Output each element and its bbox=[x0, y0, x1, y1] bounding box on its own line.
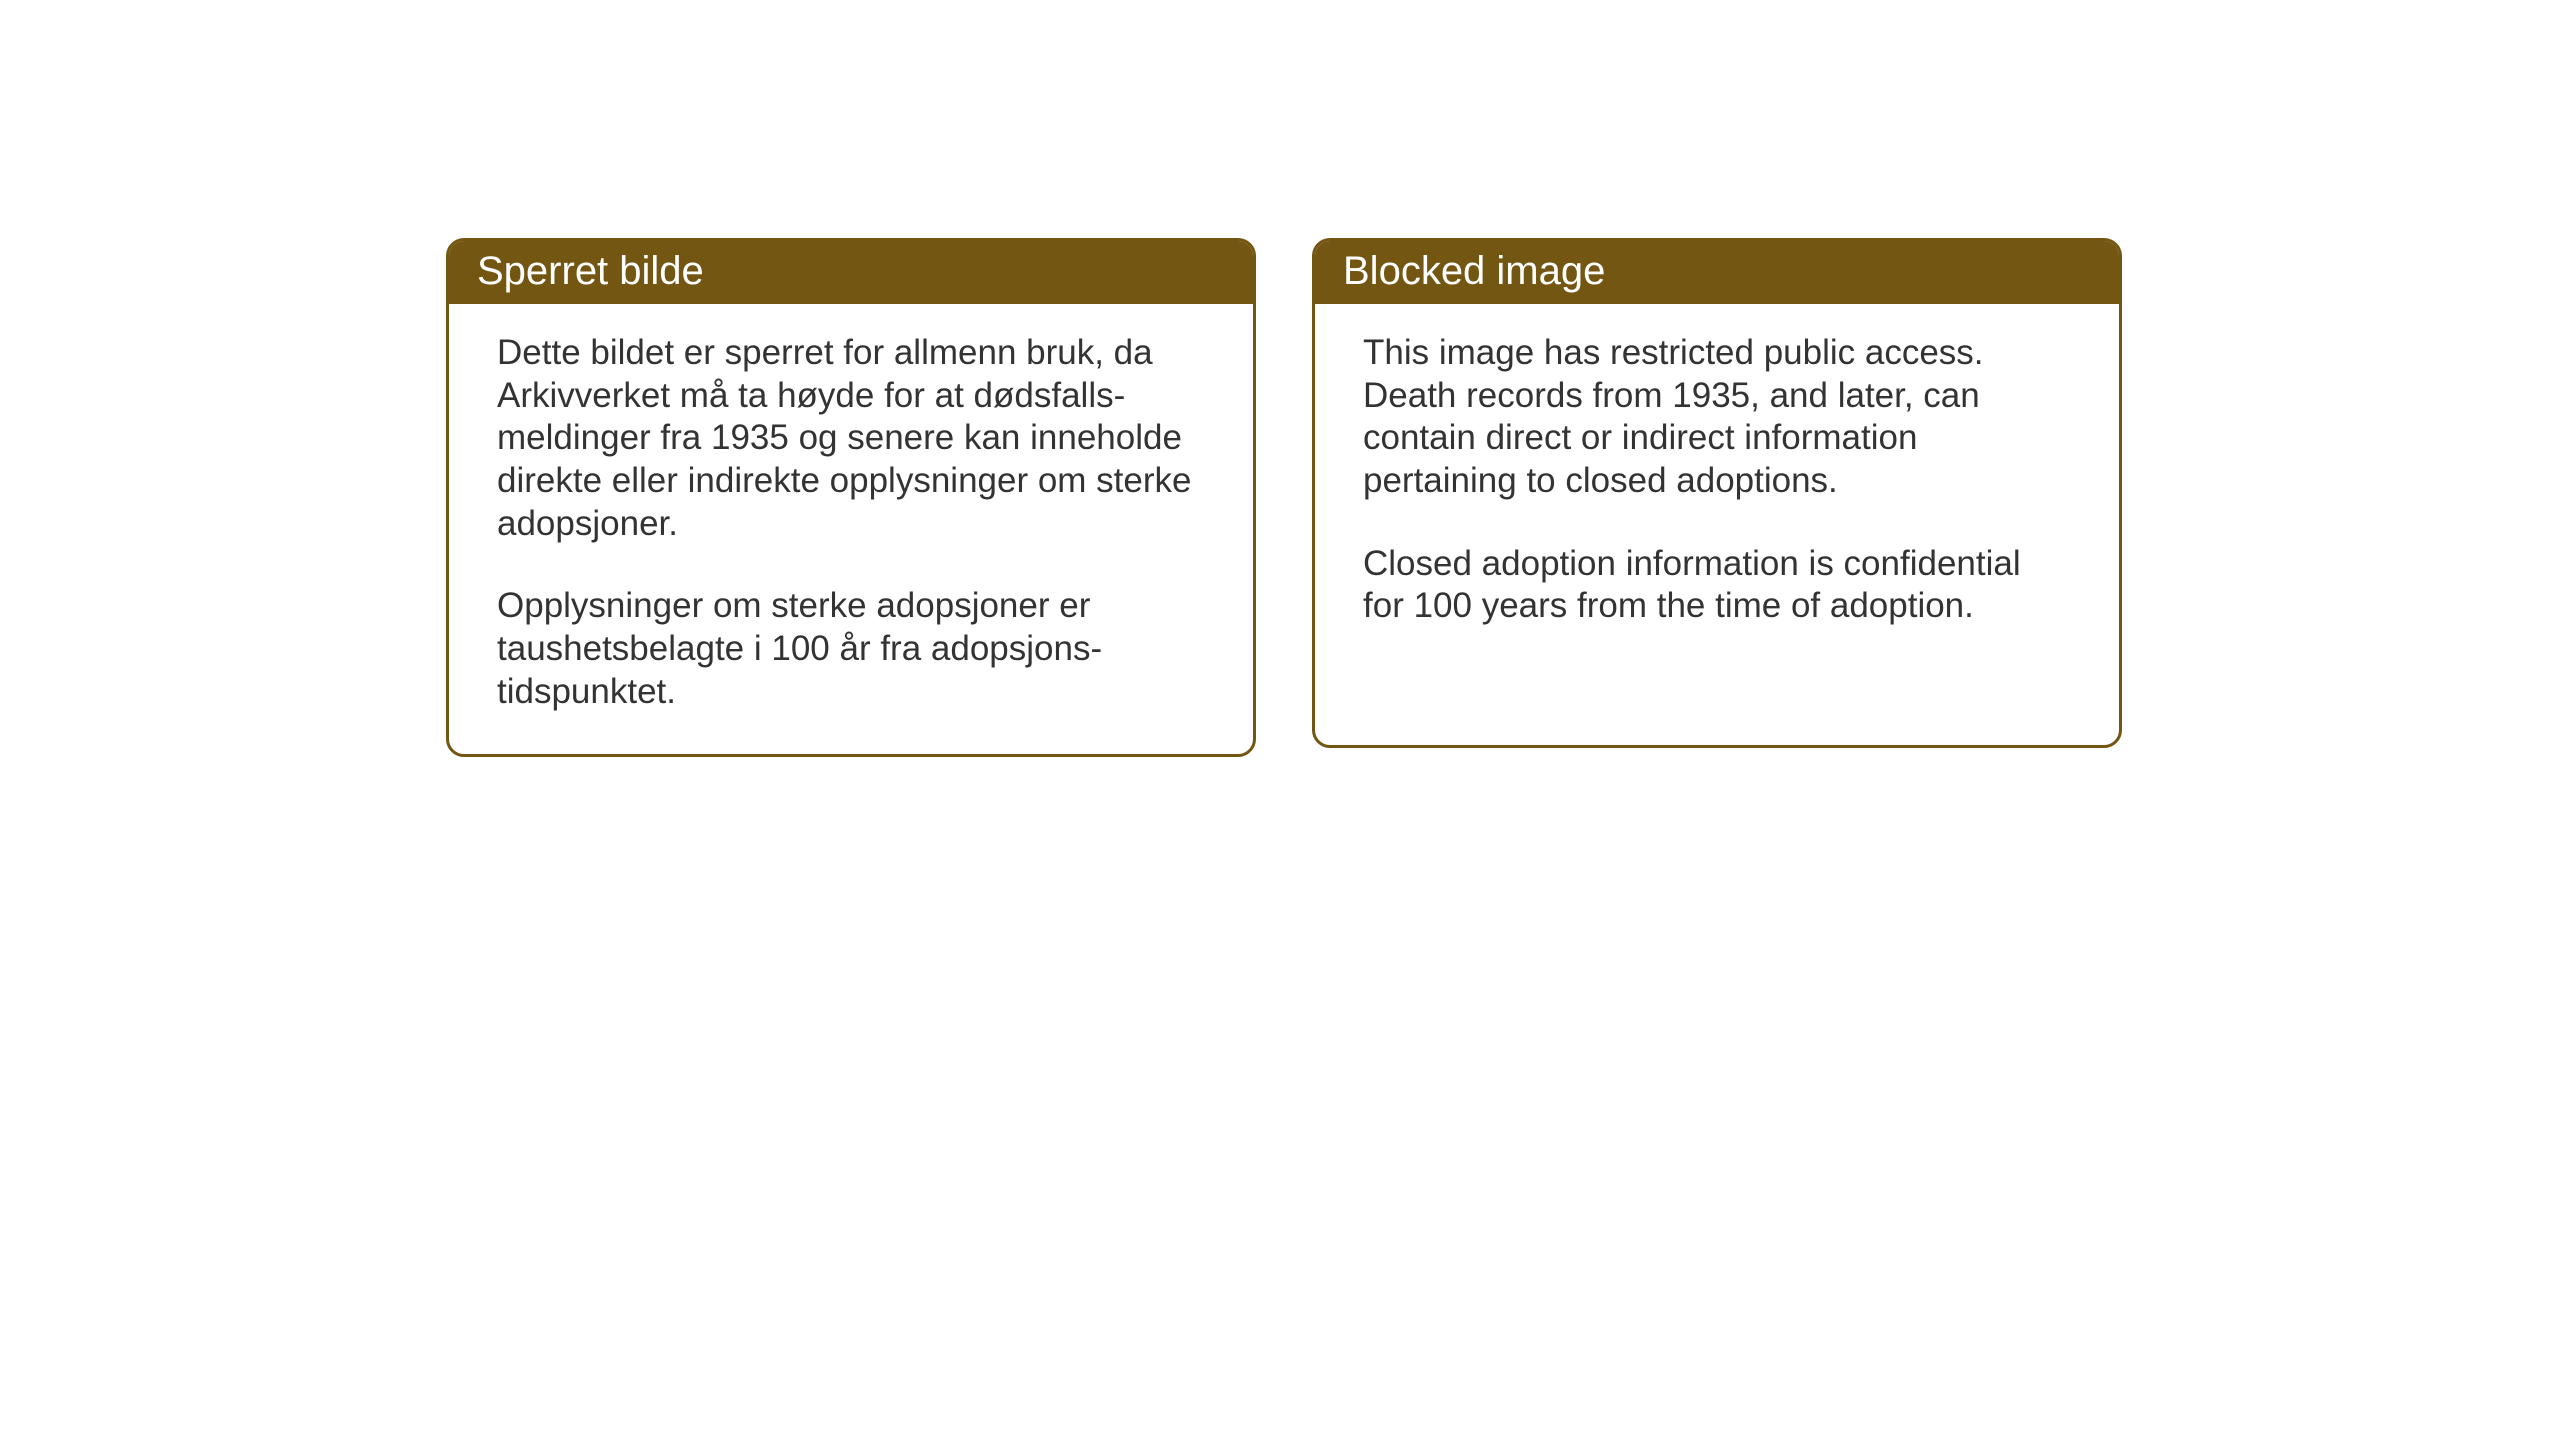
notice-body-norwegian: Dette bildet er sperret for allmenn bruk… bbox=[449, 304, 1253, 754]
notice-header-norwegian: Sperret bilde bbox=[449, 241, 1253, 304]
notice-paragraph-2-english: Closed adoption information is confident… bbox=[1363, 543, 2071, 628]
notice-box-norwegian: Sperret bilde Dette bildet er sperret fo… bbox=[446, 238, 1256, 757]
notice-header-english: Blocked image bbox=[1315, 241, 2119, 304]
notice-paragraph-1-english: This image has restricted public access.… bbox=[1363, 332, 2071, 503]
notice-body-english: This image has restricted public access.… bbox=[1315, 304, 2119, 668]
notice-paragraph-1-norwegian: Dette bildet er sperret for allmenn bruk… bbox=[497, 332, 1205, 545]
notice-title-norwegian: Sperret bilde bbox=[477, 249, 704, 293]
notice-paragraph-2-norwegian: Opplysninger om sterke adopsjoner er tau… bbox=[497, 585, 1205, 713]
notice-box-english: Blocked image This image has restricted … bbox=[1312, 238, 2122, 748]
notice-container: Sperret bilde Dette bildet er sperret fo… bbox=[446, 238, 2122, 757]
notice-title-english: Blocked image bbox=[1343, 249, 1605, 293]
